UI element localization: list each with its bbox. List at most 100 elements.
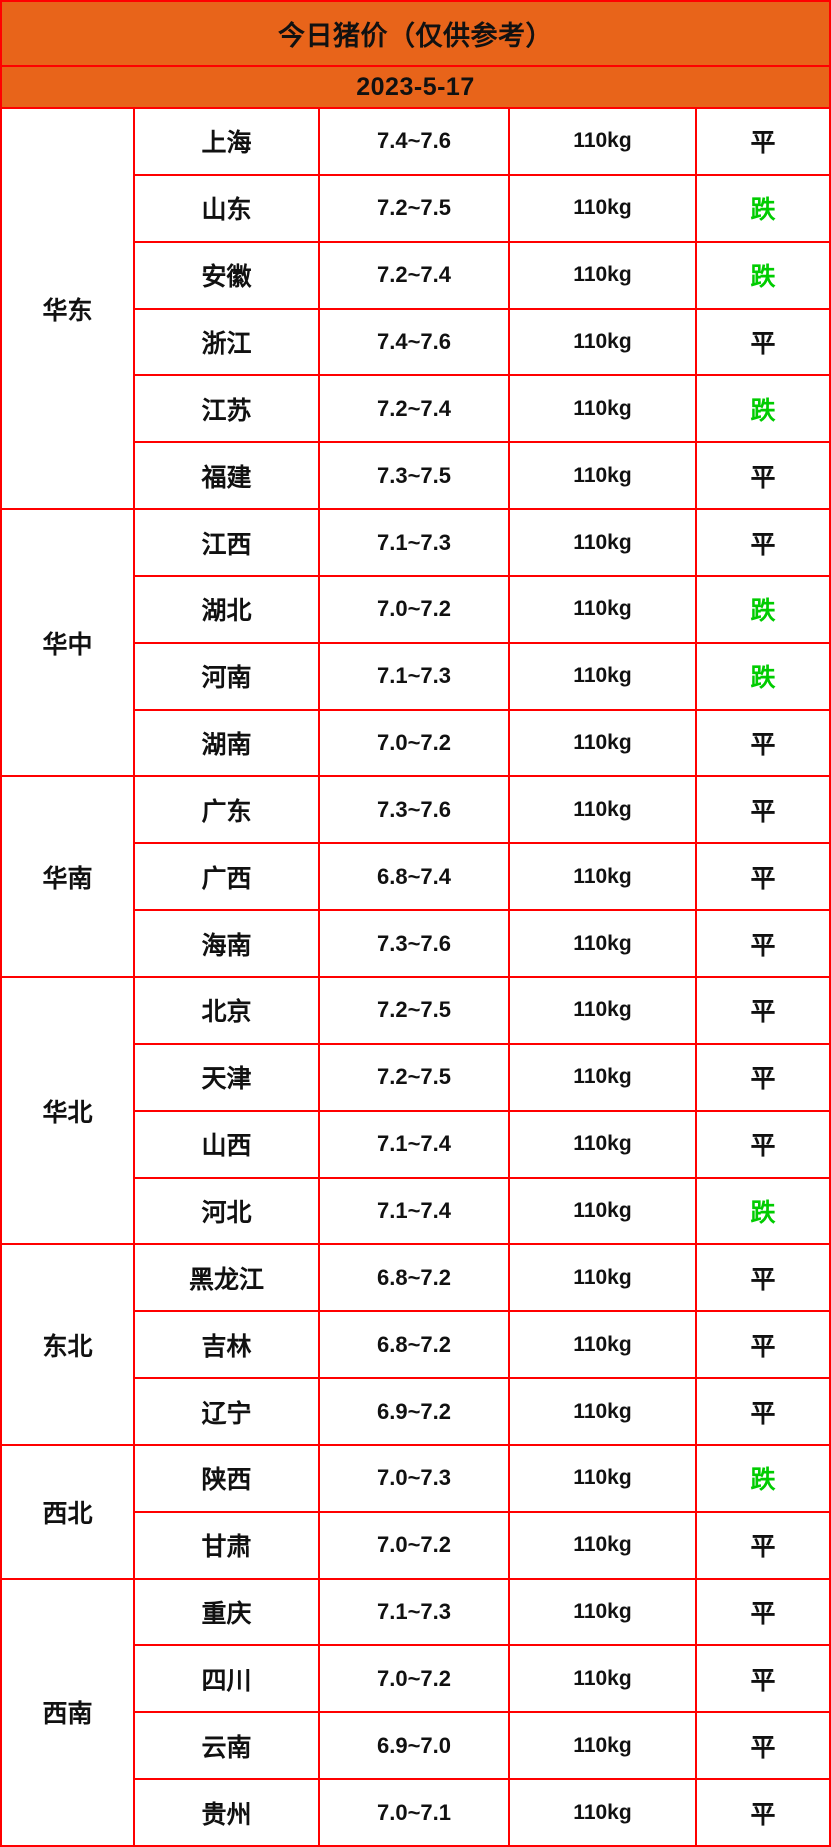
weight-cell: 110kg xyxy=(510,1379,697,1444)
price-range-cell: 7.3~7.6 xyxy=(320,777,510,843)
trend-cell: 跌 xyxy=(750,396,776,425)
trend-cell: 平 xyxy=(750,1533,776,1562)
weight-cell: 110kg xyxy=(510,1312,697,1378)
region-block: 西南 重庆 7.1~7.3 110kg 平四川 7.0~7.2 110kg 平云南 6.9~7.… xyxy=(2,1579,829,1845)
trend-cell: 平 xyxy=(750,1065,776,1094)
province-cell: 河南 xyxy=(135,643,320,709)
region-block: 东北 黑龙江 6.8~7.2 110kg 平吉林 6.8~7.2 110kg 平辽宁 6.9~7… xyxy=(2,1245,829,1446)
table-row: 河北 7.1~7.4 110kg 跌 xyxy=(135,1178,829,1244)
price-range-cell: 7.2~7.5 xyxy=(320,175,510,241)
trend-cell: 平 xyxy=(750,1800,776,1829)
weight-cell: 110kg xyxy=(510,109,697,174)
table-row: 贵州 7.0~7.1 110kg 平 xyxy=(135,1780,829,1845)
price-range-cell: 7.1~7.3 xyxy=(320,510,510,575)
weight-cell: 110kg xyxy=(510,1780,697,1845)
trend-cell: 跌 xyxy=(750,1198,776,1227)
trend-cell: 平 xyxy=(750,731,776,760)
region-rows: 上海 7.4~7.6 110kg 平山东 7.2~7.5 110kg 跌安徽 7.2~7.4 1… xyxy=(135,109,829,509)
price-range-cell: 6.8~7.2 xyxy=(320,1312,510,1378)
price-range-cell: 7.0~7.1 xyxy=(320,1780,510,1845)
price-range-cell: 7.1~7.3 xyxy=(320,1579,510,1645)
price-range-cell: 7.2~7.4 xyxy=(320,376,510,442)
table-row: 河南 7.1~7.3 110kg 跌 xyxy=(135,643,829,711)
trend-cell: 平 xyxy=(750,797,776,826)
table-row: 江西 7.1~7.3 110kg 平 xyxy=(135,510,829,577)
region-block: 西北 陕西 7.0~7.3 110kg 跌甘肃 7.0~7.2 110kg 平 xyxy=(2,1445,829,1580)
price-range-cell: 7.2~7.5 xyxy=(320,1044,510,1110)
price-range-cell: 7.0~7.2 xyxy=(320,1646,510,1712)
table-row: 浙江 7.4~7.6 110kg 平 xyxy=(135,309,829,377)
province-cell: 北京 xyxy=(135,978,320,1043)
report-date: 2023-5-17 xyxy=(2,67,829,109)
weight-cell: 110kg xyxy=(510,510,697,575)
table-row: 上海 7.4~7.6 110kg 平 xyxy=(135,109,829,176)
trend-cell: 平 xyxy=(750,129,776,158)
region-block: 华北 北京 7.2~7.5 110kg 平天津 7.2~7.5 110kg 平山西 7.1~7.… xyxy=(2,978,829,1246)
weight-cell: 110kg xyxy=(510,376,697,442)
price-range-cell: 7.4~7.6 xyxy=(320,109,510,174)
table-row: 北京 7.2~7.5 110kg 平 xyxy=(135,978,829,1045)
province-cell: 河北 xyxy=(135,1178,320,1244)
price-range-cell: 6.9~7.0 xyxy=(320,1713,510,1779)
weight-cell: 110kg xyxy=(510,1044,697,1110)
trend-cell: 平 xyxy=(750,530,776,559)
trend-cell: 跌 xyxy=(750,597,776,626)
price-grid: 华东 上海 7.4~7.6 110kg 平山东 7.2~7.5 110kg 跌安徽 7.2~7.… xyxy=(2,109,829,1845)
table-row: 湖南 7.0~7.2 110kg 平 xyxy=(135,710,829,776)
province-cell: 山西 xyxy=(135,1111,320,1177)
trend-cell: 平 xyxy=(750,1399,776,1428)
table-row: 福建 7.3~7.5 110kg 平 xyxy=(135,443,829,509)
table-row: 重庆 7.1~7.3 110kg 平 xyxy=(135,1579,829,1647)
region-label: 东北 xyxy=(2,1245,135,1444)
weight-cell: 110kg xyxy=(510,242,697,308)
trend-cell: 平 xyxy=(750,1733,776,1762)
trend-cell: 平 xyxy=(750,1132,776,1161)
province-cell: 安徽 xyxy=(135,242,320,308)
province-cell: 广东 xyxy=(135,777,320,843)
table-row: 山西 7.1~7.4 110kg 平 xyxy=(135,1111,829,1179)
price-range-cell: 7.1~7.4 xyxy=(320,1111,510,1177)
table-row: 天津 7.2~7.5 110kg 平 xyxy=(135,1044,829,1112)
table-row: 广西 6.8~7.4 110kg 平 xyxy=(135,844,829,912)
province-cell: 吉林 xyxy=(135,1312,320,1378)
table-row: 吉林 6.8~7.2 110kg 平 xyxy=(135,1312,829,1380)
price-range-cell: 7.4~7.6 xyxy=(320,309,510,375)
price-range-cell: 7.0~7.2 xyxy=(320,1512,510,1578)
province-cell: 浙江 xyxy=(135,309,320,375)
weight-cell: 110kg xyxy=(510,978,697,1043)
trend-cell: 平 xyxy=(750,1600,776,1629)
region-rows: 重庆 7.1~7.3 110kg 平四川 7.0~7.2 110kg 平云南 6.9~7.0 1… xyxy=(135,1579,829,1845)
price-range-cell: 6.9~7.2 xyxy=(320,1379,510,1444)
province-cell: 甘肃 xyxy=(135,1512,320,1578)
province-cell: 湖北 xyxy=(135,576,320,642)
province-cell: 江西 xyxy=(135,510,320,575)
table-row: 辽宁 6.9~7.2 110kg 平 xyxy=(135,1379,829,1444)
table-row: 广东 7.3~7.6 110kg 平 xyxy=(135,777,829,845)
weight-cell: 110kg xyxy=(510,309,697,375)
province-cell: 天津 xyxy=(135,1044,320,1110)
trend-cell: 平 xyxy=(750,1265,776,1294)
province-cell: 湖南 xyxy=(135,710,320,776)
region-rows: 北京 7.2~7.5 110kg 平天津 7.2~7.5 110kg 平山西 7.1~7.4 1… xyxy=(135,978,829,1244)
trend-cell: 平 xyxy=(750,931,776,960)
price-range-cell: 6.8~7.2 xyxy=(320,1245,510,1311)
price-range-cell: 7.0~7.2 xyxy=(320,710,510,776)
province-cell: 云南 xyxy=(135,1713,320,1779)
price-range-cell: 7.0~7.3 xyxy=(320,1445,510,1511)
table-row: 甘肃 7.0~7.2 110kg 平 xyxy=(135,1512,829,1578)
price-range-cell: 7.2~7.4 xyxy=(320,242,510,308)
trend-cell: 跌 xyxy=(750,664,776,693)
price-range-cell: 7.1~7.4 xyxy=(320,1178,510,1244)
trend-cell: 平 xyxy=(750,864,776,893)
table-row: 安徽 7.2~7.4 110kg 跌 xyxy=(135,242,829,310)
trend-cell: 跌 xyxy=(750,1466,776,1495)
weight-cell: 110kg xyxy=(510,643,697,709)
price-range-cell: 7.0~7.2 xyxy=(320,576,510,642)
weight-cell: 110kg xyxy=(510,1111,697,1177)
region-rows: 广东 7.3~7.6 110kg 平广西 6.8~7.4 110kg 平海南 7.3~7.6 1… xyxy=(135,777,829,976)
province-cell: 海南 xyxy=(135,911,320,976)
table-row: 陕西 7.0~7.3 110kg 跌 xyxy=(135,1445,829,1513)
province-cell: 辽宁 xyxy=(135,1379,320,1444)
region-label: 西南 xyxy=(2,1579,135,1845)
